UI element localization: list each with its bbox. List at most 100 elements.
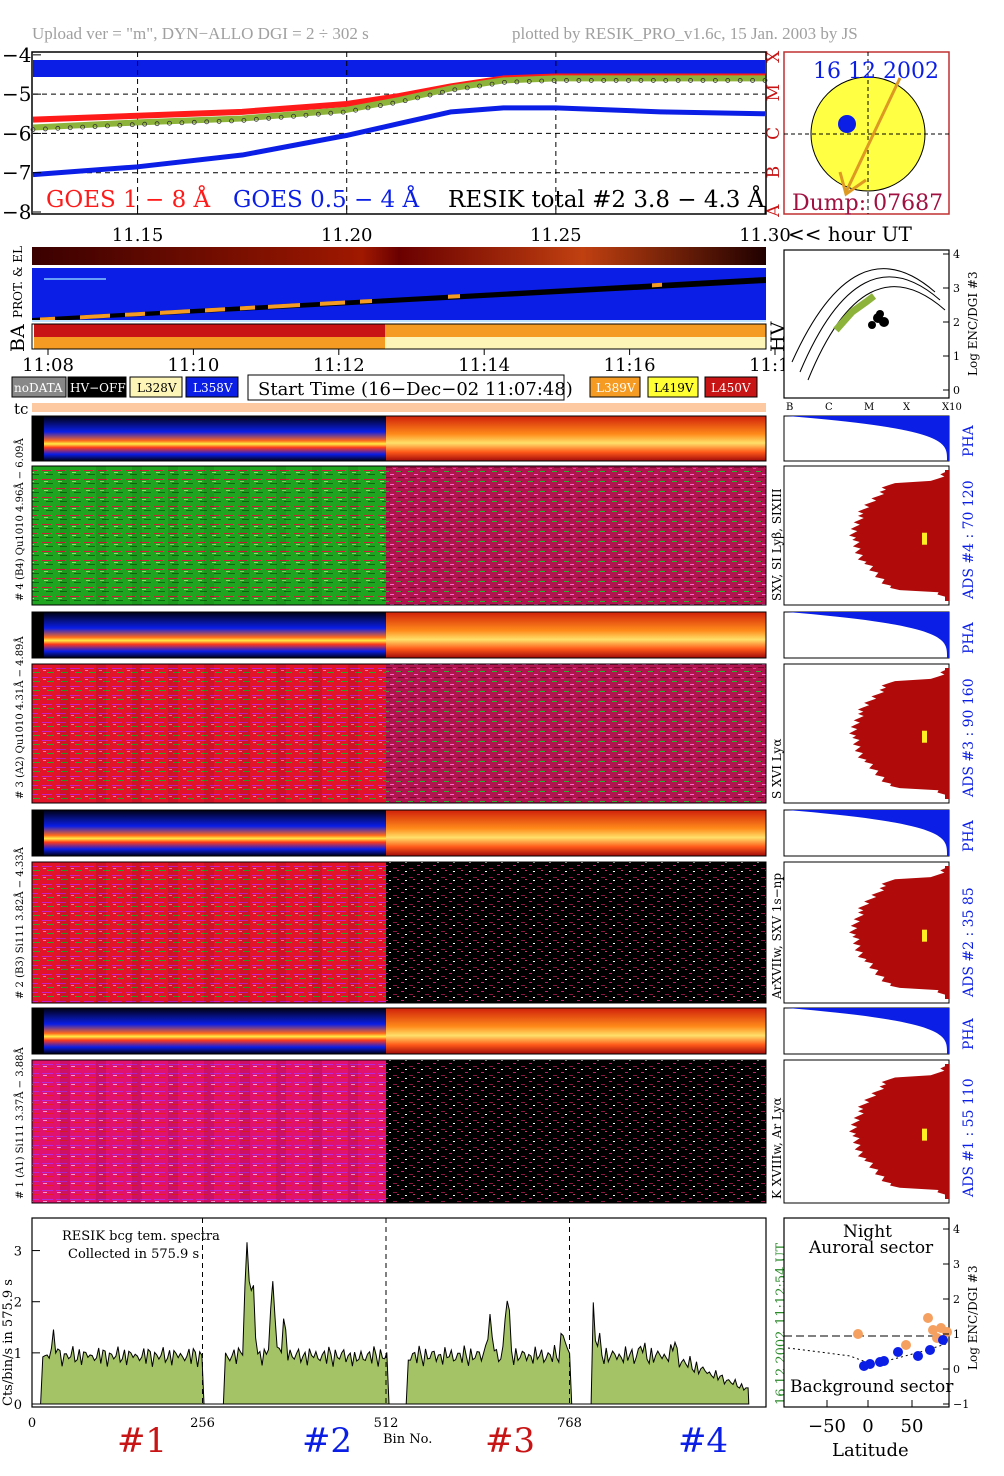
orbit-y-label: 1 — [953, 350, 960, 363]
status-time-label: 11:12 — [313, 355, 365, 376]
orbit-x-label: B — [786, 402, 793, 413]
status-time-label: 11:14 — [458, 355, 510, 376]
pha-histogram — [787, 416, 949, 461]
channel-image-band — [168, 862, 178, 1003]
orbit-x-label: C — [825, 402, 833, 413]
orbit-ylabel: Log ENC/DGI #3 — [966, 271, 980, 376]
goes-resik-point — [415, 95, 421, 101]
hv-strip-orange — [34, 337, 385, 349]
channel-image-band — [240, 664, 250, 803]
channel-image-band — [60, 862, 70, 1003]
goes-class-letter: A — [764, 204, 784, 218]
orbit-x-label: M — [864, 402, 874, 413]
channel-image-band — [132, 664, 142, 803]
goes-resik-point — [303, 112, 309, 118]
prot-track-segment — [80, 313, 110, 320]
goes-resik-point — [526, 79, 532, 84]
lat-y-label: 4 — [953, 1223, 960, 1236]
goes-resik-point — [291, 113, 296, 119]
goes-legend-long: GOES 1 − 8 Å — [46, 185, 211, 213]
goes-resik-point — [167, 120, 172, 126]
goes-resik-point — [601, 78, 607, 83]
goes-class-letter: C — [764, 127, 784, 140]
sun-map: 16 12 2002 Dump: 07687 — [783, 51, 950, 216]
goes-resik-point — [650, 78, 656, 83]
goes-resik-point — [452, 87, 458, 93]
goes-resik-point — [502, 79, 507, 85]
goes-legend-short: GOES 0.5 − 4 Å — [233, 185, 420, 213]
goes-resik-point — [762, 78, 768, 83]
prot-track-segment — [448, 294, 460, 299]
lat-x-label: 0 — [862, 1416, 873, 1437]
ba-label: BA — [7, 324, 29, 352]
channel-image-band — [60, 664, 70, 803]
orbit-track — [844, 77, 902, 193]
orbit-y-label: 0 — [953, 384, 960, 397]
channel-image-right — [386, 862, 766, 1003]
goes-resik-point — [638, 78, 644, 83]
goes-resik-point — [328, 110, 334, 116]
sun-map-date: 16 12 2002 — [813, 59, 939, 84]
goes-resik-point — [539, 78, 545, 84]
goes-resik-point — [626, 78, 631, 83]
prot-track-segment — [205, 307, 225, 313]
goes-resik-point — [216, 118, 222, 124]
channel-image-band — [348, 862, 358, 1003]
lat-point-orange — [923, 1313, 933, 1323]
goes-panel: −4 −5 −6 −7 −8 11.15 11.20 11.25 11.30 X M C B A GO… — [2, 43, 912, 246]
goes-resik-point — [55, 125, 61, 131]
ads-marker — [922, 532, 927, 545]
channel-strip-left — [32, 1008, 386, 1054]
goes-resik-point — [688, 78, 693, 83]
lat-point-orange — [853, 1329, 863, 1339]
goes-high-band — [33, 60, 765, 77]
legend-l450v: L450V — [711, 381, 751, 395]
spectrum-y-label: 1 — [14, 1347, 22, 1362]
status-time-label: 11:08 — [22, 355, 74, 376]
prot-el-label: PROT. & EL — [11, 246, 25, 318]
channel-image-band — [96, 862, 106, 1003]
goes-x-label: 11.20 — [321, 225, 373, 246]
orbit-y-label: 3 — [953, 282, 960, 295]
channel-image-band — [204, 862, 214, 1003]
channel-image-band — [204, 466, 214, 605]
prot-el-strip — [32, 247, 766, 265]
status-time-label: 11:10 — [167, 355, 219, 376]
spectrum-dividers — [202, 1218, 570, 1407]
channel-image-band — [60, 1060, 70, 1203]
goes-resik-point — [365, 105, 371, 111]
goes-resik-point — [700, 78, 706, 83]
channel-strip-gap — [32, 1008, 44, 1054]
channel-panels: # 4 (B4) Qu1010 4.96Å − 6.09Å PHA ADS #4 :… — [14, 415, 977, 1204]
spectrum-channel-number: #4 — [678, 1421, 728, 1461]
goes-class-letter: B — [764, 166, 784, 179]
spectrum-channel-numbers: #1 #2 #3 #4 — [117, 1421, 728, 1461]
channel-image-band — [240, 466, 250, 605]
lat-xlabel: Latitude — [832, 1440, 909, 1461]
goes-resik-point — [588, 78, 594, 83]
goes-resik-point — [675, 78, 681, 83]
line-id-label: S XVI Lyα — [770, 739, 784, 799]
lat-y-label: 3 — [953, 1258, 960, 1271]
goes-resik-point — [142, 121, 148, 127]
spectrum-plot: 0 1 2 3 0 256 512 768 RESIK bcg tem. spectra C… — [1, 1217, 789, 1461]
goes-y-label: −5 — [2, 82, 31, 106]
legend-hv-off: HV−OFF — [70, 381, 126, 395]
pha-label: PHA — [961, 424, 977, 457]
prot-track-segment — [160, 309, 190, 315]
start-time: Start Time (16−Dec−02 11:07:48) — [258, 379, 573, 400]
goes-resik-point — [402, 98, 408, 104]
goes-x-ticks: 11.15 11.20 11.25 11.30 — [112, 206, 791, 246]
lat-ylabel: Log ENC/DGI #3 — [966, 1265, 980, 1370]
goes-resik-point — [353, 107, 358, 113]
goes-y-label: −4 — [2, 43, 31, 67]
orbit-plot: B C M X X10 0 1 2 3 4 Log ENC/DGI #3 — [783, 248, 980, 413]
goes-resik-point — [67, 125, 73, 131]
lat-point-orange — [928, 1325, 938, 1335]
channel-image-band — [276, 1060, 286, 1203]
goes-y-label: −7 — [2, 161, 31, 185]
goes-resik-point — [229, 118, 234, 124]
channel-image-band — [96, 664, 106, 803]
lat-title-2: Auroral sector — [808, 1238, 934, 1258]
goes-x-label: 11.30 — [739, 225, 791, 246]
